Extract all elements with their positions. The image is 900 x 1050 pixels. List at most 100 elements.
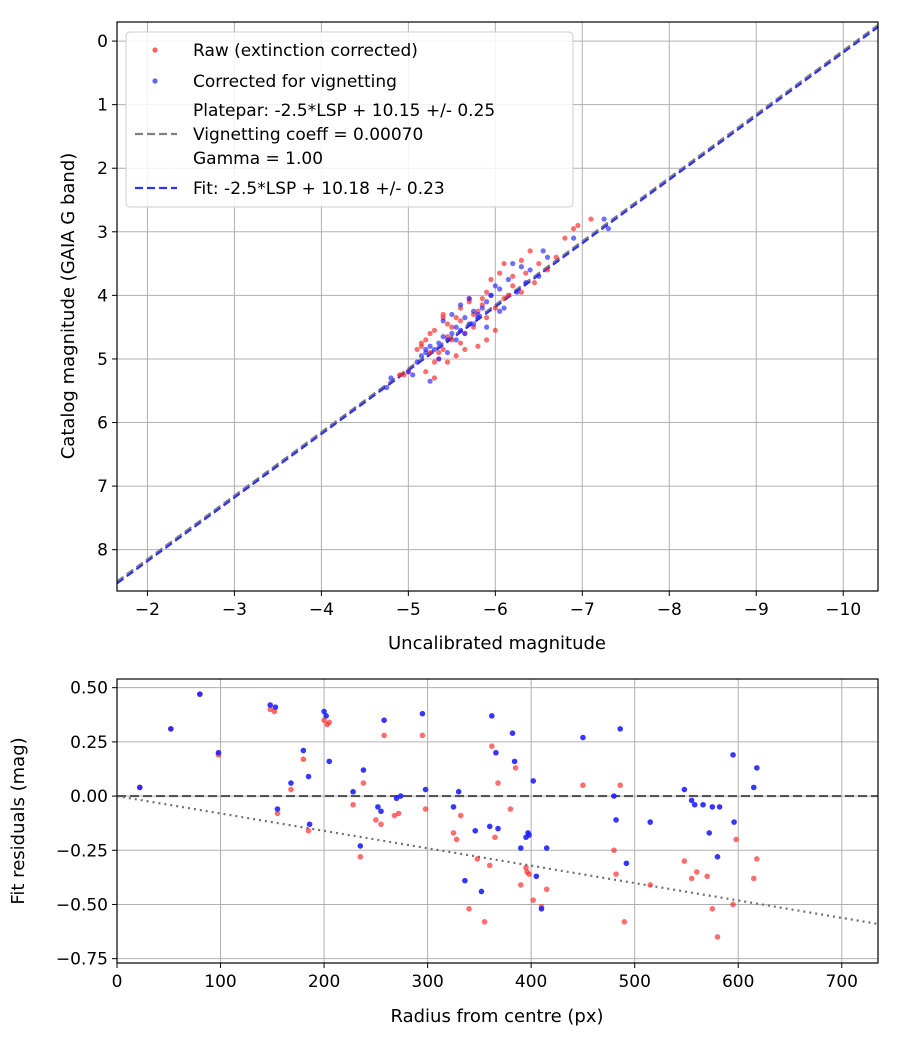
bottom-x-tick-label: 700 <box>826 972 858 992</box>
bottom-x-tick-label: 500 <box>618 972 650 992</box>
corrected-point <box>492 283 498 289</box>
raw-point <box>553 254 559 260</box>
top-y-tick-label: 8 <box>97 541 108 561</box>
raw-point <box>518 289 525 295</box>
legend-label: Corrected for vignetting <box>193 72 397 92</box>
raw-residual-point <box>694 869 700 875</box>
bottom-y-tick-label: −0.50 <box>56 895 108 915</box>
raw-residual-point <box>422 806 429 812</box>
corrected-residual-point <box>326 758 333 765</box>
top-y-tick-label: 7 <box>97 477 108 497</box>
raw-residual-point <box>381 732 387 739</box>
raw-residual-point <box>378 821 384 828</box>
raw-residual-point <box>457 812 464 819</box>
corrected-point <box>453 337 459 343</box>
corrected-residual-point <box>706 830 713 836</box>
raw-point <box>488 276 494 283</box>
raw-residual-point <box>486 862 493 869</box>
corrected-residual-point <box>478 888 485 895</box>
bottom-y-tick-label: −0.25 <box>56 841 108 861</box>
corrected-residual-point <box>357 843 364 849</box>
raw-residual-point <box>507 806 514 812</box>
corrected-point <box>470 308 477 314</box>
corrected-residual-point <box>323 713 329 719</box>
raw-point <box>462 346 468 353</box>
corrected-point <box>510 260 516 267</box>
corrected-point <box>518 264 525 270</box>
corrected-residual-point <box>750 784 757 791</box>
bottom-plot-frame <box>116 678 879 964</box>
raw-residual-point <box>754 856 760 862</box>
corrected-residual-point <box>647 819 654 825</box>
corrected-point <box>436 356 442 362</box>
raw-point <box>457 318 464 324</box>
corrected-point <box>466 321 472 327</box>
corrected-residual-point <box>495 825 501 832</box>
top-y-tick-label: 6 <box>97 414 108 434</box>
raw-point <box>414 346 420 353</box>
raw-point <box>453 315 459 321</box>
raw-point <box>527 248 533 254</box>
raw-residual-point <box>395 810 402 817</box>
raw-residual-point <box>733 836 739 843</box>
raw-residual-point <box>517 882 524 888</box>
corrected-residual-point <box>274 806 281 812</box>
bottom-y-tick-label: 0.00 <box>70 787 108 807</box>
top-x-tick-label: −5 <box>396 600 421 620</box>
corrected-residual-point <box>419 710 426 717</box>
top-fit-lines <box>117 24 878 585</box>
corrected-point <box>497 286 503 292</box>
raw-residual-point <box>492 834 498 841</box>
bottom-plot: 0 100 200 300 400 500 600 700 0.50 0.25 0.00 −0.25… <box>8 678 879 1027</box>
bottom-grid <box>116 679 878 963</box>
bottom-y-axis-label: Fit residuals (mag) <box>8 737 29 904</box>
top-y-tick-label: 3 <box>97 223 108 243</box>
corrected-point <box>444 349 451 356</box>
corrected-point <box>427 343 433 349</box>
top-x-tick-label: −2 <box>135 600 160 620</box>
corrected-residual-point <box>378 808 384 815</box>
corrected-point <box>540 248 546 254</box>
raw-point <box>562 235 568 241</box>
raw-residual-point <box>305 827 312 834</box>
raw-point <box>588 216 594 222</box>
top-legend: Raw (extinction corrected) Corrected for … <box>125 31 574 208</box>
corrected-residual-point <box>168 726 174 732</box>
top-x-tick-label: −8 <box>657 600 682 620</box>
raw-point <box>444 321 451 327</box>
legend-label: Raw (extinction corrected) <box>193 41 418 61</box>
corrected-residual-point <box>197 691 203 697</box>
corrected-point <box>605 226 611 232</box>
bottom-x-ticks: 0 100 200 300 400 500 600 700 <box>112 963 858 992</box>
raw-residual-point <box>274 810 281 817</box>
raw-point <box>536 260 542 267</box>
corrected-residual-point <box>450 804 457 810</box>
top-scatter-points <box>384 216 611 391</box>
raw-point <box>531 280 538 286</box>
corrected-residual-point <box>486 823 493 830</box>
corrected-residual-point <box>538 906 545 912</box>
top-y-axis-label: Catalog magnitude (GAIA G band) <box>58 153 79 460</box>
corrected-residual-point <box>300 747 307 754</box>
raw-point <box>571 226 577 232</box>
raw-residual-point <box>373 817 379 823</box>
corrected-point <box>384 384 390 391</box>
corrected-point <box>571 235 577 241</box>
bottom-scatter-points <box>136 691 760 940</box>
bottom-x-tick-label: 0 <box>112 972 123 992</box>
corrected-point <box>388 375 394 381</box>
corrected-residual-point <box>321 708 327 715</box>
raw-point <box>510 283 516 289</box>
raw-residual-point <box>647 882 654 888</box>
raw-point <box>575 222 581 229</box>
raw-point <box>497 270 503 276</box>
raw-residual-point <box>466 906 472 912</box>
raw-residual-point <box>288 786 294 793</box>
corrected-point <box>475 315 481 321</box>
corrected-residual-point <box>422 786 429 793</box>
top-x-tick-label: −9 <box>744 600 769 620</box>
corrected-residual-point <box>493 749 499 756</box>
raw-point <box>449 337 455 343</box>
corrected-point <box>479 305 485 311</box>
corrected-point <box>440 318 446 324</box>
